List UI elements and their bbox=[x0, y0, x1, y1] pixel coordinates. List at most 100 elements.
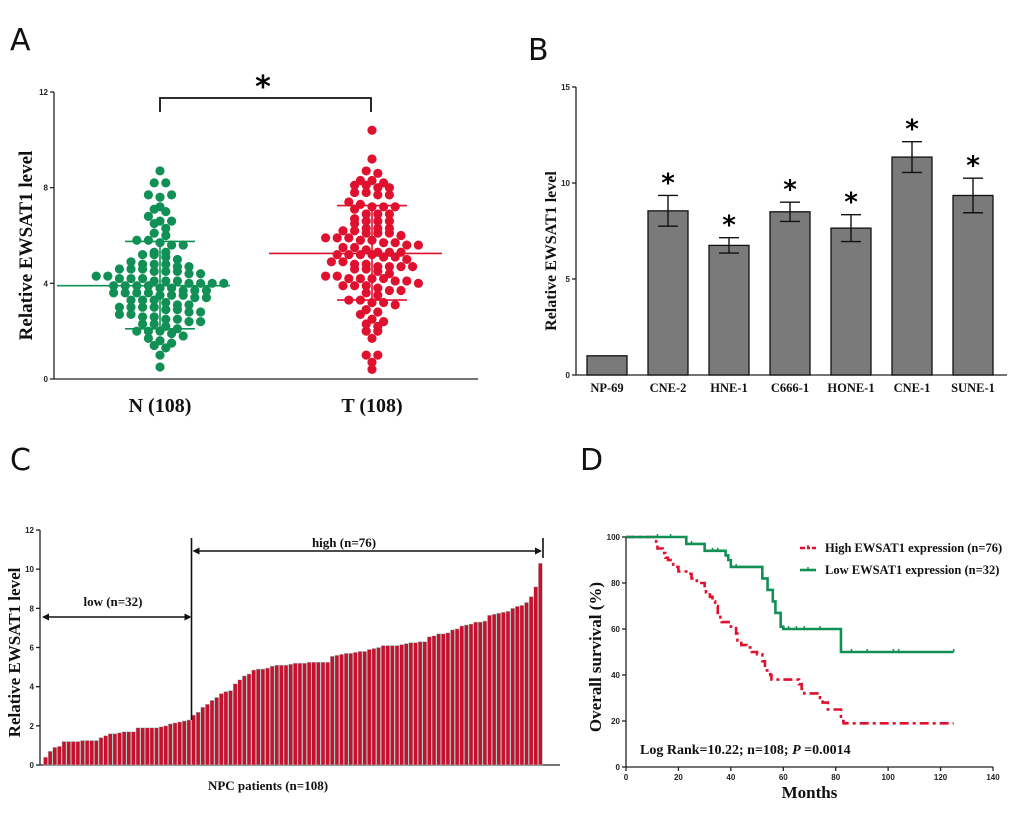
data-point bbox=[338, 242, 348, 253]
data-point bbox=[367, 125, 377, 135]
data-point bbox=[361, 288, 371, 298]
data-point bbox=[149, 247, 159, 257]
data-point bbox=[384, 209, 394, 219]
data-point bbox=[379, 317, 389, 327]
data-point bbox=[184, 261, 194, 272]
bar bbox=[427, 636, 432, 766]
bar bbox=[283, 664, 289, 766]
data-point bbox=[396, 261, 406, 272]
bar bbox=[265, 667, 270, 766]
data-point bbox=[178, 240, 188, 250]
data-point bbox=[396, 247, 406, 257]
data-point bbox=[361, 223, 371, 233]
data-point bbox=[114, 302, 124, 312]
bar bbox=[316, 661, 321, 766]
data-point bbox=[413, 240, 423, 250]
panel-d-survival-chart: 0 20 40 60 80 100 0 20 40 60 80 100 120 140 Overall su… bbox=[586, 533, 1002, 802]
data-point bbox=[143, 211, 153, 221]
data-point bbox=[172, 254, 182, 265]
data-point bbox=[355, 273, 365, 284]
y-tick-label: 80 bbox=[611, 579, 620, 588]
data-point bbox=[379, 178, 389, 188]
data-point bbox=[161, 259, 171, 269]
bar bbox=[404, 643, 409, 766]
bar bbox=[524, 602, 529, 766]
data-point bbox=[138, 295, 148, 305]
significance-star: * bbox=[722, 211, 736, 241]
data-point bbox=[172, 314, 182, 324]
data-point bbox=[138, 273, 148, 284]
bar bbox=[320, 661, 326, 766]
data-point bbox=[384, 223, 394, 233]
bar bbox=[708, 244, 750, 376]
data-point bbox=[172, 261, 182, 272]
data-point bbox=[379, 238, 389, 248]
data-point bbox=[178, 331, 188, 341]
data-point bbox=[344, 233, 354, 243]
significance-star: * bbox=[844, 188, 858, 218]
data-point bbox=[167, 338, 177, 348]
y-tick-label: 8 bbox=[30, 604, 35, 613]
panel-label-b: B bbox=[528, 33, 549, 68]
data-point bbox=[143, 190, 153, 200]
data-point bbox=[361, 216, 371, 226]
bar bbox=[251, 669, 256, 766]
data-point bbox=[373, 261, 383, 272]
bar bbox=[242, 675, 247, 766]
data-point bbox=[396, 285, 406, 296]
data-point bbox=[167, 216, 177, 226]
annotation-p-symbol: P bbox=[792, 743, 801, 758]
data-point bbox=[155, 336, 165, 346]
bar bbox=[43, 756, 48, 766]
y-axis-label: Relative EWSAT1 level bbox=[5, 567, 24, 737]
data-point bbox=[91, 271, 101, 281]
bar bbox=[121, 731, 127, 766]
data-point bbox=[126, 302, 136, 312]
data-point bbox=[149, 276, 159, 286]
data-point bbox=[201, 293, 211, 303]
bar bbox=[158, 726, 164, 766]
bar bbox=[288, 663, 293, 766]
data-point bbox=[114, 273, 124, 284]
data-point bbox=[155, 350, 165, 360]
bar bbox=[52, 747, 58, 766]
data-point bbox=[361, 245, 371, 255]
bar bbox=[769, 211, 811, 376]
x-tick-label: 40 bbox=[726, 773, 735, 782]
data-point bbox=[132, 326, 142, 336]
y-axis-label: Relative EWSAT1 level bbox=[16, 151, 37, 341]
bar bbox=[57, 746, 62, 766]
bar bbox=[228, 690, 233, 766]
bar bbox=[145, 727, 150, 766]
bar bbox=[413, 642, 418, 766]
bar bbox=[647, 210, 689, 376]
data-point bbox=[138, 302, 148, 312]
data-point bbox=[143, 333, 153, 343]
bar bbox=[491, 613, 497, 766]
data-point bbox=[384, 247, 394, 257]
bar bbox=[182, 720, 187, 766]
panel-b-bar-chart: 0 5 10 15 Relative EWSAT1 level NP-69 * CNE-2 * H… bbox=[543, 83, 1007, 395]
data-point bbox=[196, 269, 206, 279]
data-point bbox=[161, 266, 171, 276]
bar bbox=[408, 642, 414, 766]
data-point bbox=[361, 305, 371, 315]
bar bbox=[75, 741, 81, 766]
bar bbox=[149, 727, 155, 766]
bar bbox=[478, 621, 483, 766]
bar bbox=[459, 625, 465, 766]
data-point bbox=[207, 278, 217, 288]
bar bbox=[441, 633, 446, 766]
bar bbox=[293, 662, 298, 766]
bar bbox=[223, 691, 229, 766]
significance-star: * bbox=[255, 70, 271, 105]
data-point bbox=[373, 209, 383, 219]
data-point bbox=[373, 283, 383, 293]
x-category-label: SUNE-1 bbox=[951, 381, 995, 395]
data-point bbox=[109, 288, 119, 298]
data-point bbox=[379, 297, 389, 308]
bar bbox=[214, 697, 219, 766]
bar bbox=[89, 740, 95, 766]
y-tick-label: 15 bbox=[561, 83, 570, 92]
bar bbox=[830, 227, 872, 376]
